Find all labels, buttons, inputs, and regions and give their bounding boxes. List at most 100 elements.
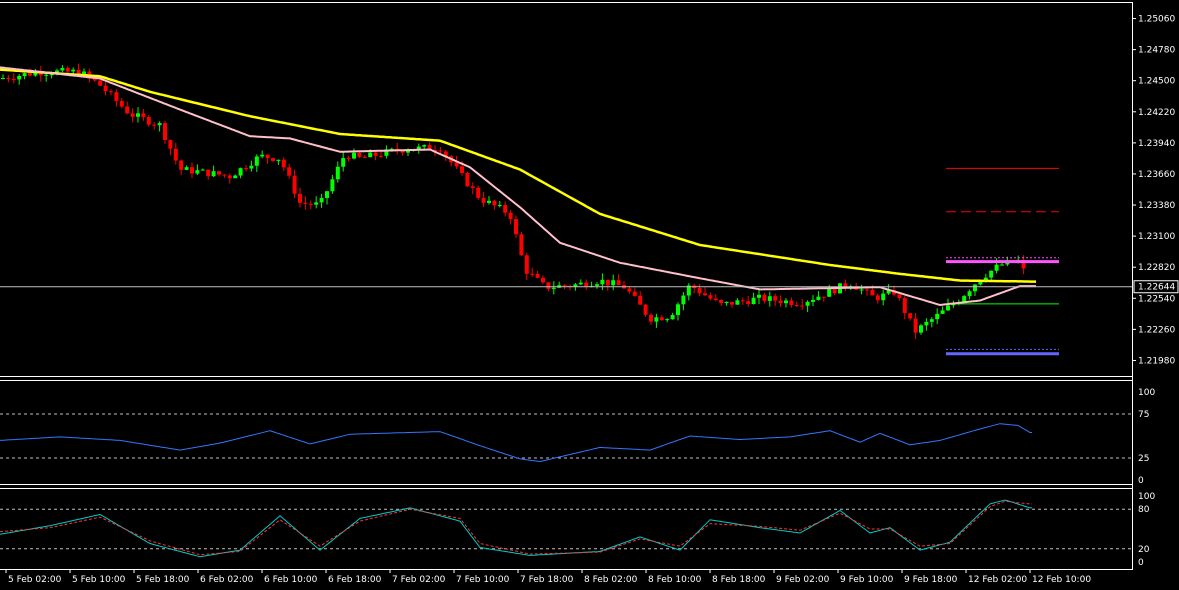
candle-body bbox=[60, 68, 65, 71]
candle-body bbox=[870, 289, 875, 296]
candle-body bbox=[886, 290, 891, 294]
candle-body bbox=[611, 280, 616, 286]
candle-body bbox=[82, 71, 86, 76]
candle-body bbox=[821, 296, 826, 298]
candle-body bbox=[730, 301, 734, 305]
candle-body bbox=[1, 78, 5, 80]
time-tick-label: 9 Feb 10:00 bbox=[840, 575, 894, 585]
candle-body bbox=[330, 179, 335, 192]
time-axis: 5 Feb 02:00 5 Feb 10:00 5 Feb 18:00 6 Feb 0… bbox=[5, 569, 1091, 585]
rsi-series-line bbox=[0, 423, 1032, 463]
candle-body bbox=[200, 169, 205, 171]
candle-body bbox=[708, 295, 713, 299]
time-tick-label: 5 Feb 18:00 bbox=[136, 575, 190, 585]
candle-body bbox=[902, 298, 907, 314]
price-tick-label: 1.22540 bbox=[1138, 294, 1175, 304]
candle-body bbox=[908, 313, 913, 319]
candle-body bbox=[805, 301, 810, 306]
candle-body bbox=[71, 69, 76, 72]
candle-body bbox=[665, 319, 670, 321]
time-tick-label: 12 Feb 02:00 bbox=[968, 575, 1027, 585]
candle-body bbox=[524, 255, 529, 274]
candle-body bbox=[389, 148, 394, 150]
candle-body bbox=[335, 166, 340, 180]
rsi-pane[interactable] bbox=[0, 380, 1132, 485]
candle-body bbox=[233, 175, 238, 179]
candle-body bbox=[28, 73, 32, 76]
candle-body bbox=[811, 299, 815, 302]
candle-body bbox=[195, 170, 200, 174]
time-tick-label: 7 Feb 10:00 bbox=[456, 575, 510, 585]
time-tick-label: 6 Feb 18:00 bbox=[328, 575, 382, 585]
rsi-tick-label: 75 bbox=[1138, 410, 1149, 420]
candle-body bbox=[767, 296, 772, 301]
candle-body bbox=[865, 289, 869, 291]
price-tick-label: 1.23380 bbox=[1138, 201, 1175, 211]
candle-body bbox=[103, 85, 108, 92]
candle-body bbox=[897, 294, 902, 299]
candle-body bbox=[686, 285, 691, 296]
candle-body bbox=[1000, 264, 1004, 266]
time-tick-label: 12 Feb 10:00 bbox=[1032, 575, 1091, 585]
stoch-tick-label: 80 bbox=[1138, 505, 1150, 515]
candle-body bbox=[843, 283, 848, 287]
candle-body bbox=[924, 321, 929, 326]
time-tick-label: 5 Feb 10:00 bbox=[72, 575, 126, 585]
candle-body bbox=[762, 294, 767, 301]
candle-body bbox=[146, 117, 151, 125]
candle-body bbox=[357, 152, 362, 157]
candle-body bbox=[11, 79, 16, 81]
time-tick-label: 6 Feb 10:00 bbox=[264, 575, 318, 585]
candle-body bbox=[514, 219, 518, 235]
candle-body bbox=[119, 100, 124, 107]
candle-body bbox=[546, 282, 551, 289]
main-pane[interactable] bbox=[0, 2, 1133, 570]
stochastic-pane[interactable] bbox=[0, 488, 1132, 570]
candle-body bbox=[649, 314, 653, 322]
candle-body bbox=[476, 187, 481, 198]
candle-body bbox=[254, 156, 259, 166]
stochastic-indicator: 100 80 20 0 bbox=[0, 492, 1155, 568]
time-tick-label: 8 Feb 10:00 bbox=[648, 575, 702, 585]
candle-body bbox=[654, 317, 659, 322]
candle-body bbox=[443, 151, 448, 157]
candle-body bbox=[595, 284, 599, 286]
candle-body bbox=[584, 282, 589, 287]
candle-body bbox=[492, 200, 497, 206]
price-tick-label: 1.24500 bbox=[1138, 77, 1175, 87]
candle-body bbox=[217, 171, 221, 175]
candle-body bbox=[951, 303, 956, 306]
time-tick-label: 5 Feb 02:00 bbox=[8, 575, 62, 585]
candle-body bbox=[152, 124, 157, 126]
candle-body bbox=[136, 113, 140, 117]
candle-body bbox=[438, 150, 443, 152]
level-lines bbox=[946, 167, 1059, 356]
candle-body bbox=[713, 298, 718, 300]
candle-body bbox=[109, 91, 113, 93]
candle-body bbox=[433, 150, 437, 152]
candle-body bbox=[346, 158, 351, 160]
candle-body bbox=[22, 73, 27, 76]
candle-body bbox=[287, 167, 292, 176]
candle-body bbox=[271, 158, 275, 161]
candle-body bbox=[222, 174, 227, 176]
candle-body bbox=[800, 305, 805, 307]
candle-body bbox=[967, 291, 972, 297]
candle-body bbox=[481, 197, 486, 203]
candle-body bbox=[530, 273, 535, 275]
candle-body bbox=[724, 301, 729, 303]
candle-body bbox=[994, 264, 999, 271]
candle-body bbox=[168, 140, 173, 149]
candle-body bbox=[379, 155, 383, 157]
candle-body bbox=[460, 166, 464, 173]
candle-body bbox=[551, 287, 556, 289]
stoch-tick-label: 20 bbox=[1138, 545, 1150, 555]
candle-body bbox=[573, 284, 578, 287]
price-tick-label: 1.21980 bbox=[1138, 356, 1175, 366]
candle-body bbox=[454, 162, 459, 167]
candle-body bbox=[184, 167, 189, 170]
price-tick-label: 1.23100 bbox=[1138, 232, 1175, 242]
candle-body bbox=[38, 72, 43, 76]
candle-body bbox=[789, 300, 794, 305]
